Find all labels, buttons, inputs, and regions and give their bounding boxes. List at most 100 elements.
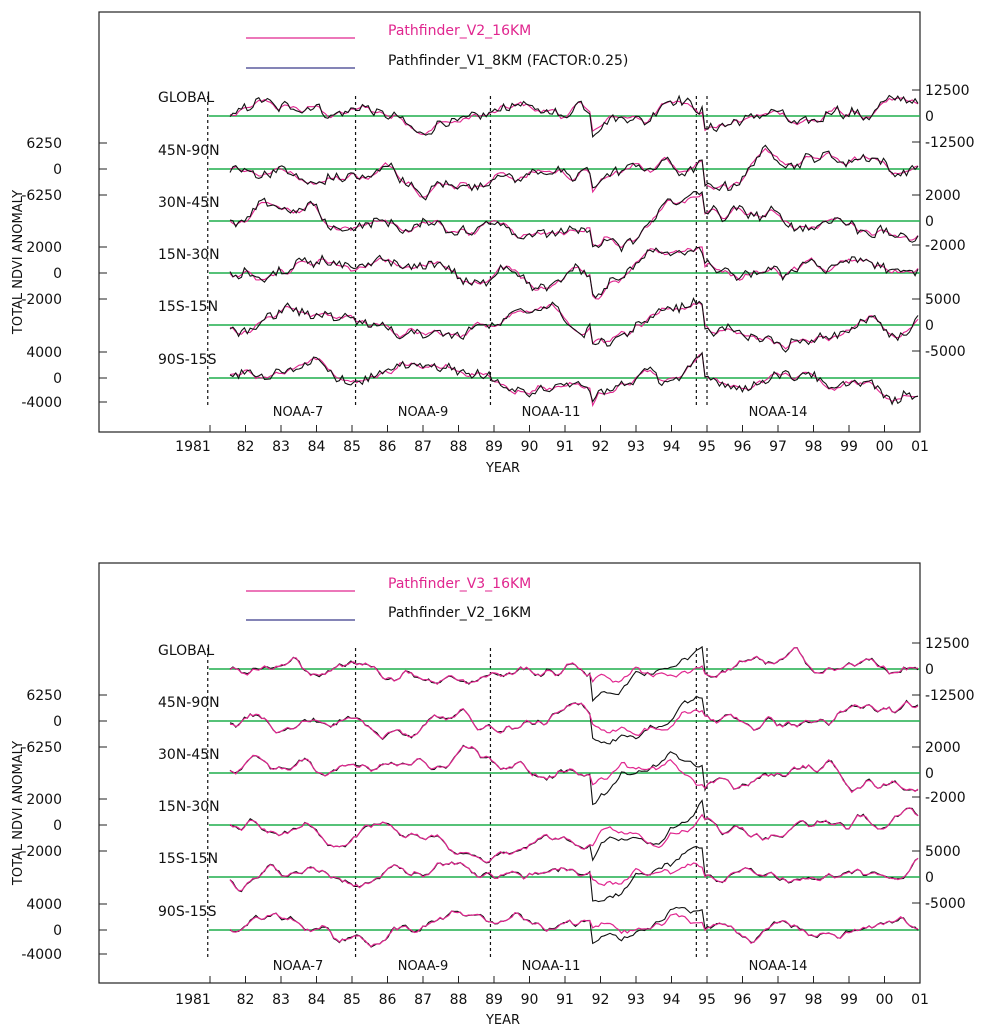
left-tick-label: 0 (53, 923, 62, 939)
region-label: 45N-90N (158, 143, 220, 159)
series-line-v1 (229, 247, 919, 299)
x-tick-label: 1981 (175, 992, 211, 1008)
x-tick-label: 95 (698, 992, 716, 1008)
x-tick-label: 90 (521, 439, 539, 455)
satellite-label: NOAA-9 (398, 959, 449, 974)
satellite-label: NOAA-7 (273, 405, 324, 420)
x-axis-label: YEAR (485, 1013, 520, 1028)
region-label: 15S-15N (158, 851, 218, 867)
x-tick-label: 84 (308, 992, 326, 1008)
x-tick-label: 91 (556, 439, 574, 455)
x-tick-label: 82 (237, 439, 255, 455)
series-line-v2 (229, 906, 919, 948)
x-tick-label: 97 (769, 992, 787, 1008)
series-line-v2 (229, 744, 919, 806)
x-tick-label: 85 (343, 439, 361, 455)
x-tick-label: 89 (485, 439, 503, 455)
left-tick-label: 2000 (26, 240, 62, 256)
right-tick-label: 0 (925, 109, 934, 125)
panel-1: Pathfinder_V2_16KM Pathfinder_V1_8KM (FAC… (11, 11, 975, 476)
x-tick-label: 87 (414, 439, 432, 455)
left-tick-label: 0 (53, 818, 62, 834)
series-line-v2 (229, 147, 919, 198)
series-line-v1 (229, 144, 919, 201)
region-label: GLOBAL (158, 643, 214, 659)
right-tick-label: -2000 (925, 238, 966, 254)
panel-2: Pathfinder_V3_16KM Pathfinder_V2_16KM TOTA… (11, 562, 975, 1028)
x-tick-label: 85 (343, 992, 361, 1008)
x-tick-label: 96 (734, 992, 752, 1008)
right-tick-label: -5000 (925, 896, 966, 912)
left-tick-label: 0 (53, 371, 62, 387)
right-tick-label: -12500 (925, 688, 975, 704)
left-tick-label: -2000 (21, 844, 62, 860)
series-line-v1 (229, 351, 919, 406)
x-tick-label: 01 (911, 439, 929, 455)
right-tick-label: 0 (925, 214, 934, 230)
x-tick-label: 94 (663, 992, 681, 1008)
satellite-label: NOAA-11 (522, 405, 581, 420)
right-tick-label: 0 (925, 870, 934, 886)
satellite-label: NOAA-14 (749, 959, 808, 974)
series-line-v3 (229, 807, 919, 864)
x-tick-label: 99 (840, 992, 858, 1008)
region-label: 45N-90N (158, 695, 220, 711)
region-label: GLOBAL (158, 90, 214, 106)
x-tick-label: 98 (805, 992, 823, 1008)
right-tick-label: -5000 (925, 344, 966, 360)
left-tick-label: -6250 (21, 188, 62, 204)
x-tick-label: 01 (911, 992, 929, 1008)
series-line-v3 (229, 857, 919, 892)
x-tick-label: 83 (272, 439, 290, 455)
right-tick-label: 5000 (925, 844, 961, 860)
satellite-label: NOAA-7 (273, 959, 324, 974)
x-tick-label: 94 (663, 439, 681, 455)
satellite-label: NOAA-11 (522, 959, 581, 974)
x-tick-label: 87 (414, 992, 432, 1008)
x-tick-label: 89 (485, 992, 503, 1008)
left-tick-label: -6250 (21, 740, 62, 756)
x-tick-label: 92 (592, 439, 610, 455)
region-label: 15S-15N (158, 299, 218, 315)
region-label: 15N-30N (158, 799, 220, 815)
x-tick-label: 88 (450, 992, 468, 1008)
x-tick-label: 95 (698, 439, 716, 455)
left-tick-label: 0 (53, 266, 62, 282)
right-tick-label: 12500 (925, 636, 970, 652)
right-tick-label: 0 (925, 318, 934, 334)
series-line-v1 (229, 191, 919, 253)
left-tick-label: 6250 (26, 688, 62, 704)
x-tick-label: 86 (379, 439, 397, 455)
series-line-v2 (229, 192, 919, 249)
x-tick-label: 00 (876, 992, 894, 1008)
x-tick-label: 86 (379, 992, 397, 1008)
region-label: 90S-15S (158, 352, 217, 368)
legend-label: Pathfinder_V1_8KM (FACTOR:0.25) (388, 53, 628, 69)
x-tick-label: 99 (840, 439, 858, 455)
series-line-v3 (229, 700, 919, 740)
left-tick-label: 4000 (26, 897, 62, 913)
x-axis-label: YEAR (485, 461, 520, 476)
left-tick-label: 2000 (26, 792, 62, 808)
left-tick-label: 0 (53, 162, 62, 178)
plot-frame (98, 11, 921, 433)
right-tick-label: 12500 (925, 83, 970, 99)
right-tick-label: 5000 (925, 292, 961, 308)
region-label: 15N-30N (158, 247, 220, 263)
satellite-label: NOAA-14 (749, 405, 808, 420)
legend-label: Pathfinder_V3_16KM (388, 576, 531, 592)
left-tick-label: -4000 (21, 947, 62, 963)
right-tick-label: -2000 (925, 790, 966, 806)
series-line-v3 (229, 745, 919, 794)
satellite-label: NOAA-9 (398, 405, 449, 420)
region-label: 30N-45N (158, 195, 220, 211)
left-tick-label: 0 (53, 714, 62, 730)
x-tick-label: 84 (308, 439, 326, 455)
right-tick-label: -12500 (925, 135, 975, 151)
series-line-v3 (229, 910, 919, 948)
region-label: 30N-45N (158, 747, 220, 763)
left-tick-label: -2000 (21, 292, 62, 308)
x-tick-label: 96 (734, 439, 752, 455)
